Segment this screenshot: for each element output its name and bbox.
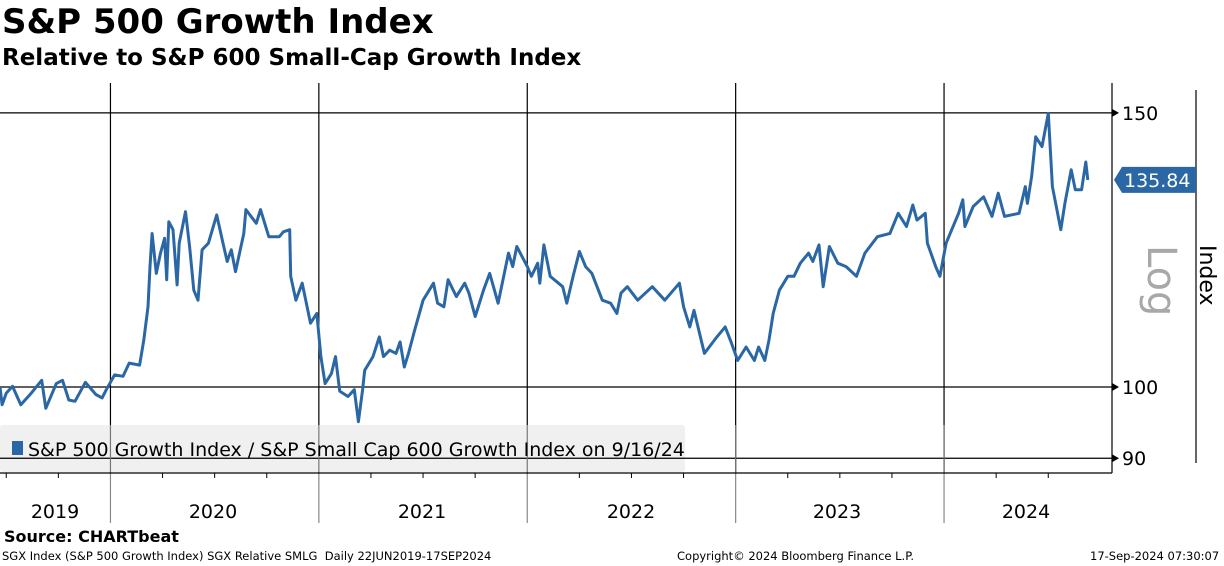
axes <box>0 83 1197 523</box>
series-line <box>0 111 1090 424</box>
log-scale-label: Log <box>1138 245 1184 316</box>
y-tick-arrow-90 <box>1112 454 1119 463</box>
footer-copyright: Copyright© 2024 Bloomberg Finance L.P. <box>677 549 914 563</box>
last-value-label: 135.84 <box>1124 170 1190 192</box>
legend-label: S&P 500 Growth Index / S&P Small Cap 600… <box>28 439 685 461</box>
legend-swatch <box>12 441 23 455</box>
x-tick-2021: 2021 <box>398 501 446 523</box>
last-value-marker: 135.84 <box>1114 166 1196 193</box>
y-tick-100: 100 <box>1122 377 1158 399</box>
x-tick-2020: 2020 <box>189 501 237 523</box>
footer-description: SGX Index (S&P 500 Growth Index) SGX Rel… <box>2 549 492 563</box>
footer-timestamp: 17-Sep-2024 07:30:07 <box>1090 549 1220 563</box>
y-tick-arrow-100 <box>1112 383 1119 391</box>
x-tick-2023: 2023 <box>813 501 861 523</box>
x-tick-2024: 2024 <box>1002 501 1050 523</box>
chart-subtitle: Relative to S&P 600 Small-Cap Growth Ind… <box>2 45 582 71</box>
y-tick-arrow-150 <box>1112 108 1119 117</box>
grid <box>0 83 1112 473</box>
last-value-tag <box>1114 166 1196 193</box>
y-tick-150: 150 <box>1122 103 1158 125</box>
legend-box <box>0 425 685 472</box>
x-tick-2022: 2022 <box>607 501 655 523</box>
source-label: Source: CHARTbeat <box>4 527 179 546</box>
chart-title: S&P 500 Growth Index <box>2 2 434 42</box>
y-tick-90: 90 <box>1122 448 1146 470</box>
y-axis-label: Index <box>1194 245 1219 306</box>
grid-over-legend <box>0 425 1112 473</box>
x-tick-2019: 2019 <box>31 501 79 523</box>
